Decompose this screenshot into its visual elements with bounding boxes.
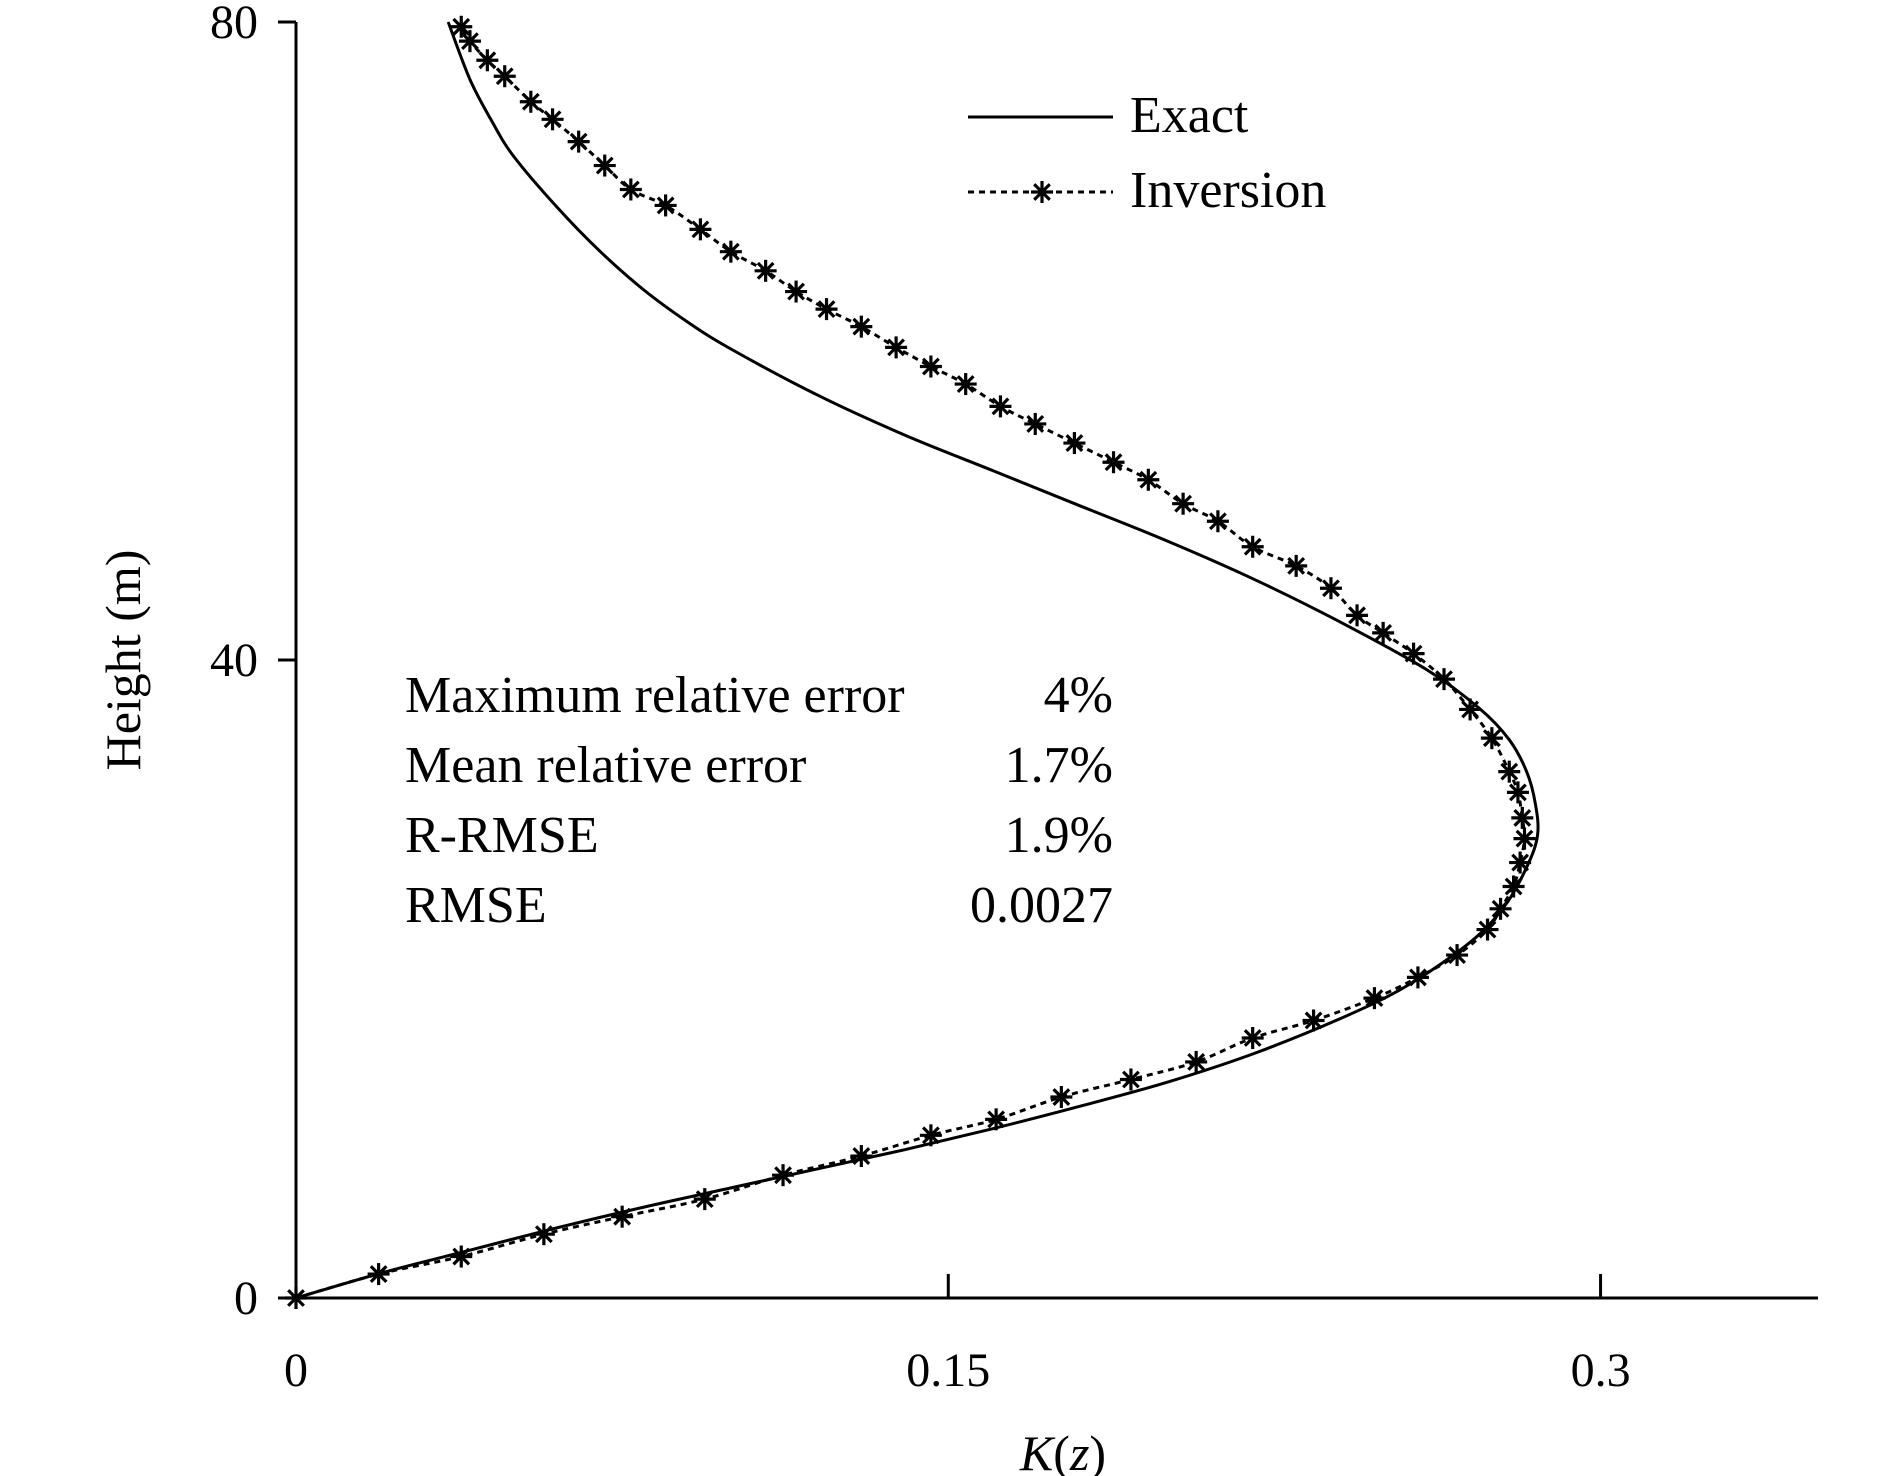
inversion-point bbox=[1511, 806, 1534, 829]
inversion-point bbox=[1241, 1027, 1264, 1050]
inversion-point bbox=[1119, 1068, 1142, 1091]
inversion-point bbox=[719, 240, 742, 263]
inversion-point bbox=[654, 194, 677, 217]
stat-value-max-rel-error: 4% bbox=[1044, 667, 1113, 724]
inversion-point bbox=[1406, 966, 1429, 989]
inversion-point bbox=[1206, 510, 1229, 533]
inversion-point bbox=[919, 355, 942, 378]
inversion-point bbox=[1137, 468, 1160, 491]
stat-value-mean-rel-error: 1.7% bbox=[1005, 737, 1113, 794]
stat-value-r-rmse: 1.9% bbox=[1005, 807, 1113, 864]
stat-value-rmse: 0.0027 bbox=[970, 877, 1113, 934]
inversion-point bbox=[1433, 668, 1456, 691]
y-tick-label: 40 bbox=[210, 634, 258, 687]
x-axis-title-k: K bbox=[1019, 1425, 1056, 1476]
inversion-point bbox=[1489, 897, 1512, 920]
inversion-point bbox=[989, 395, 1012, 418]
inversion-point bbox=[1050, 1086, 1073, 1109]
x-axis-title: K(z) bbox=[1019, 1425, 1106, 1476]
inversion-point bbox=[541, 108, 564, 131]
inversion-point bbox=[785, 280, 808, 303]
stat-label-rmse: RMSE bbox=[405, 877, 547, 934]
stat-label-r-rmse: R-RMSE bbox=[405, 807, 599, 864]
x-axis-title-z: z bbox=[1069, 1425, 1089, 1476]
inversion-point bbox=[532, 1223, 555, 1246]
inversion-point bbox=[1102, 451, 1125, 474]
inversion-point bbox=[885, 336, 908, 359]
inversion-point bbox=[850, 1145, 873, 1168]
series-exact-line bbox=[295, 21, 1540, 1300]
inversion-point bbox=[567, 130, 590, 153]
inversion-point bbox=[954, 373, 977, 396]
x-tick-label: 0.15 bbox=[906, 1344, 990, 1397]
inversion-point bbox=[476, 49, 499, 72]
inversion-point bbox=[1372, 621, 1395, 644]
inversion-point bbox=[519, 90, 542, 113]
inversion-point bbox=[693, 1188, 716, 1211]
inversion-point bbox=[1509, 851, 1532, 874]
x-tick-label: 0.3 bbox=[1571, 1344, 1631, 1397]
inversion-point bbox=[1363, 987, 1386, 1010]
legend-inversion-star bbox=[1031, 181, 1053, 203]
inversion-point bbox=[458, 30, 481, 53]
stat-label-max-rel-error: Maximum relative error bbox=[405, 667, 905, 724]
inversion-point bbox=[1498, 760, 1521, 783]
inversion-point bbox=[815, 298, 838, 321]
series-inversion-markers bbox=[285, 15, 1536, 1309]
tick-labels: 0 0.15 0.3 0 40 80 bbox=[210, 0, 1631, 1397]
x-axis-title-open: ( bbox=[1053, 1425, 1070, 1476]
y-axis-title: Height (m) bbox=[95, 550, 151, 771]
inversion-point bbox=[850, 315, 873, 338]
axes bbox=[294, 22, 1818, 1300]
inversion-point bbox=[754, 259, 777, 282]
inversion-point bbox=[1319, 577, 1342, 600]
inversion-point bbox=[1476, 918, 1499, 941]
inversion-point bbox=[1063, 432, 1086, 455]
inversion-point bbox=[1285, 554, 1308, 577]
series-layer bbox=[285, 15, 1540, 1309]
x-axis-title-close: ) bbox=[1089, 1425, 1106, 1476]
inversion-point bbox=[1513, 827, 1536, 850]
inversion-point bbox=[593, 154, 616, 177]
inversion-point bbox=[1402, 642, 1425, 665]
inversion-point bbox=[1459, 698, 1482, 721]
inversion-point bbox=[1172, 492, 1195, 515]
inversion-point bbox=[1502, 875, 1525, 898]
inversion-point bbox=[367, 1263, 390, 1286]
legend-inversion-label: Inversion bbox=[1130, 162, 1326, 219]
inversion-point bbox=[1302, 1009, 1325, 1032]
legend: Exact Inversion bbox=[968, 87, 1326, 219]
inversion-point bbox=[1506, 781, 1529, 804]
inversion-point bbox=[1480, 727, 1503, 750]
inversion-point bbox=[772, 1164, 795, 1187]
inversion-point bbox=[450, 1245, 473, 1268]
y-tick-label: 0 bbox=[234, 1272, 258, 1325]
legend-inversion-marker bbox=[1031, 181, 1053, 203]
inversion-point bbox=[1024, 412, 1047, 435]
inversion-point bbox=[493, 65, 516, 88]
inversion-point bbox=[1185, 1050, 1208, 1073]
inversion-point bbox=[1346, 604, 1369, 627]
legend-exact-label: Exact bbox=[1130, 87, 1249, 144]
inversion-point bbox=[1241, 535, 1264, 558]
ticks bbox=[278, 20, 1603, 1300]
inversion-point bbox=[1446, 944, 1469, 967]
inversion-point bbox=[450, 15, 473, 38]
inversion-point bbox=[619, 178, 642, 201]
series-inversion-line bbox=[295, 26, 1527, 1300]
inversion-point bbox=[611, 1205, 634, 1228]
stat-label-mean-rel-error: Mean relative error bbox=[405, 737, 806, 794]
x-tick-label: 0 bbox=[284, 1344, 308, 1397]
inversion-point bbox=[919, 1124, 942, 1147]
y-tick-label: 80 bbox=[210, 0, 258, 49]
inversion-point bbox=[689, 218, 712, 241]
inversion-point bbox=[285, 1287, 307, 1309]
stats-block: Maximum relative error 4% Mean relative … bbox=[405, 667, 1113, 934]
inversion-point bbox=[985, 1108, 1008, 1131]
